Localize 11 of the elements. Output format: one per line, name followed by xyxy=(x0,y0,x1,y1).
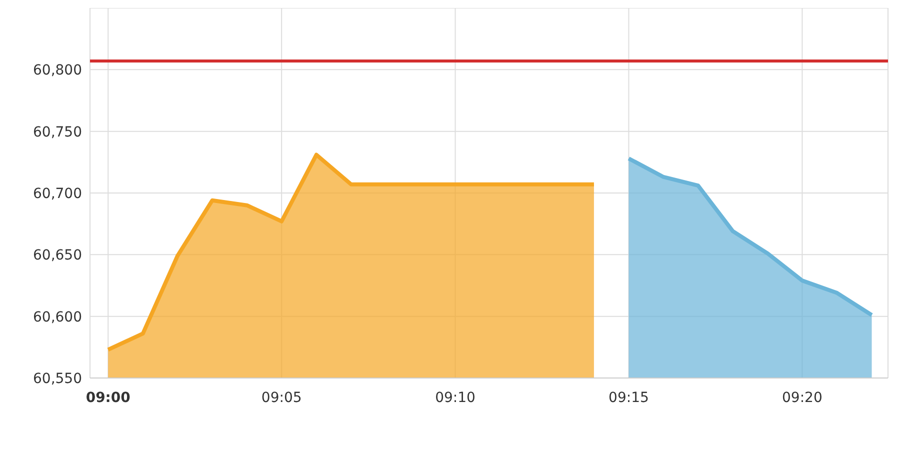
x-tick-label: 09:00 xyxy=(86,390,131,406)
y-tick-label: 60,550 xyxy=(33,370,82,387)
y-tick-label: 60,800 xyxy=(33,62,82,79)
y-tick-label: 60,650 xyxy=(33,248,82,264)
y-tick-label: 60,600 xyxy=(33,309,82,326)
y-tick-label: 60,750 xyxy=(33,124,82,140)
x-tick-label: 09:15 xyxy=(608,390,649,406)
x-tick-label: 09:10 xyxy=(435,390,476,406)
x-tick-label: 09:20 xyxy=(782,390,822,406)
y-tick-label: 60,700 xyxy=(33,186,82,202)
x-tick-label: 09:05 xyxy=(261,390,302,406)
